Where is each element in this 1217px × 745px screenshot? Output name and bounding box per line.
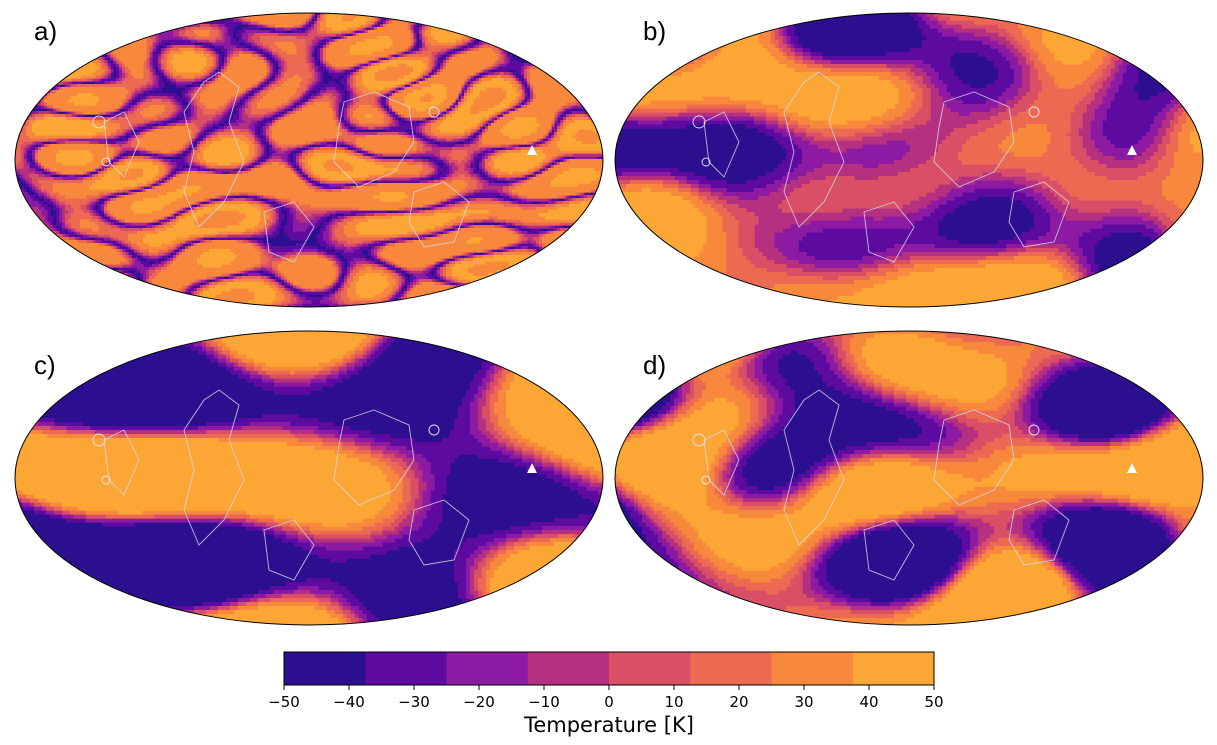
temperature-band — [615, 24, 1203, 307]
temperature-band — [618, 331, 1187, 615]
temperature-band — [615, 338, 1179, 607]
colorbar-tick-label: 0 — [604, 693, 614, 711]
temperature-band — [615, 13, 1191, 285]
coastline — [692, 115, 706, 129]
coastline — [333, 409, 415, 506]
coastline — [263, 519, 315, 581]
colorbar-swatch — [365, 652, 447, 685]
coastline — [1008, 181, 1070, 248]
colorbar-tick-label: 20 — [729, 693, 748, 711]
coastline — [428, 106, 440, 118]
coastline — [333, 91, 415, 188]
colorbar-swatches — [284, 652, 935, 685]
triangle-marker — [527, 463, 537, 473]
coastline — [692, 433, 706, 447]
coastline-contours — [692, 71, 1070, 263]
temperature-band — [15, 13, 603, 307]
coastline-contours — [92, 389, 470, 581]
triangle-marker — [1127, 145, 1137, 155]
colorbar: −50 −40 −30 −20 −10 0 10 20 30 40 50 Temperature [… — [268, 651, 944, 737]
temperature-band — [615, 331, 1191, 623]
colorbar-ticks: −50 −40 −30 −20 −10 0 10 20 30 40 50 — [268, 685, 944, 711]
colorbar-label: Temperature [K] — [523, 713, 694, 737]
mollweide-map-d — [614, 330, 1204, 626]
coastline-contours — [92, 71, 470, 263]
colorbar-swatch — [527, 652, 610, 685]
coastline — [703, 429, 740, 496]
coastline — [933, 91, 1015, 188]
coastline — [1028, 424, 1040, 436]
mollweide-map-a — [14, 12, 604, 308]
temperature-band — [32, 13, 603, 307]
colorbar-tick-label: −20 — [463, 693, 495, 711]
temperature-band — [615, 334, 1203, 625]
temperature-band — [615, 13, 1187, 285]
temperature-field — [615, 13, 1203, 307]
temperature-band — [26, 13, 603, 307]
temperature-band — [15, 331, 603, 625]
colorbar-tick-label: 10 — [664, 693, 683, 711]
colorbar-tick-label: 40 — [859, 693, 878, 711]
coastline — [703, 111, 740, 178]
triangle-marker — [1127, 463, 1137, 473]
coastline — [101, 475, 111, 485]
temperature-band — [15, 13, 603, 307]
map-outline — [14, 12, 604, 308]
coastline — [701, 157, 711, 167]
colorbar-swatch — [690, 652, 772, 685]
colorbar-swatch — [609, 652, 691, 685]
coastline — [92, 433, 106, 447]
temperature-band — [615, 331, 1183, 611]
coastline — [263, 201, 315, 263]
colorbar-tick-label: −30 — [398, 693, 430, 711]
coastline — [701, 475, 711, 485]
colorbar-tick-label: −10 — [528, 693, 560, 711]
colorbar-tick-label: 30 — [794, 693, 813, 711]
temperature-band — [615, 13, 1183, 281]
mollweide-map-b — [614, 12, 1204, 308]
coastline — [408, 499, 470, 566]
temperature-field — [15, 13, 603, 307]
coastline — [103, 429, 140, 496]
coastline-contours — [692, 389, 1070, 581]
coastline — [428, 424, 440, 436]
mollweide-map-c — [14, 330, 604, 626]
map-outline — [614, 12, 1204, 308]
temperature-field — [15, 331, 603, 625]
panel-label-a: a) — [34, 16, 58, 46]
map-outline — [14, 330, 604, 626]
coastline — [1008, 499, 1070, 566]
panel-label-b: b) — [643, 16, 667, 46]
coastline — [863, 201, 915, 263]
coastline — [92, 115, 106, 129]
coastline — [183, 389, 245, 546]
temperature-band — [615, 13, 1171, 277]
triangle-marker — [527, 145, 537, 155]
coastline — [101, 157, 111, 167]
colorbar-swatch — [852, 652, 935, 685]
map-outline — [614, 330, 1204, 626]
colorbar-swatch — [446, 652, 529, 685]
temperature-band — [15, 13, 603, 307]
coastline — [103, 111, 140, 178]
colorbar-tick-label: −40 — [333, 693, 365, 711]
coastline — [863, 519, 915, 581]
colorbar-tick-label: −50 — [268, 693, 300, 711]
coastline — [783, 71, 845, 228]
coastline — [1028, 106, 1040, 118]
coastline — [183, 71, 245, 228]
coastline — [783, 389, 845, 546]
temperature-band — [615, 13, 1203, 307]
temperature-band — [15, 331, 603, 625]
colorbar-swatch — [771, 652, 854, 685]
colorbar-tick-label: 50 — [924, 693, 943, 711]
coastline — [933, 409, 1015, 506]
panel-label-d: d) — [643, 350, 667, 380]
colorbar-swatch — [284, 652, 366, 685]
panel-label-c: c) — [34, 350, 56, 380]
coastline — [408, 181, 470, 248]
